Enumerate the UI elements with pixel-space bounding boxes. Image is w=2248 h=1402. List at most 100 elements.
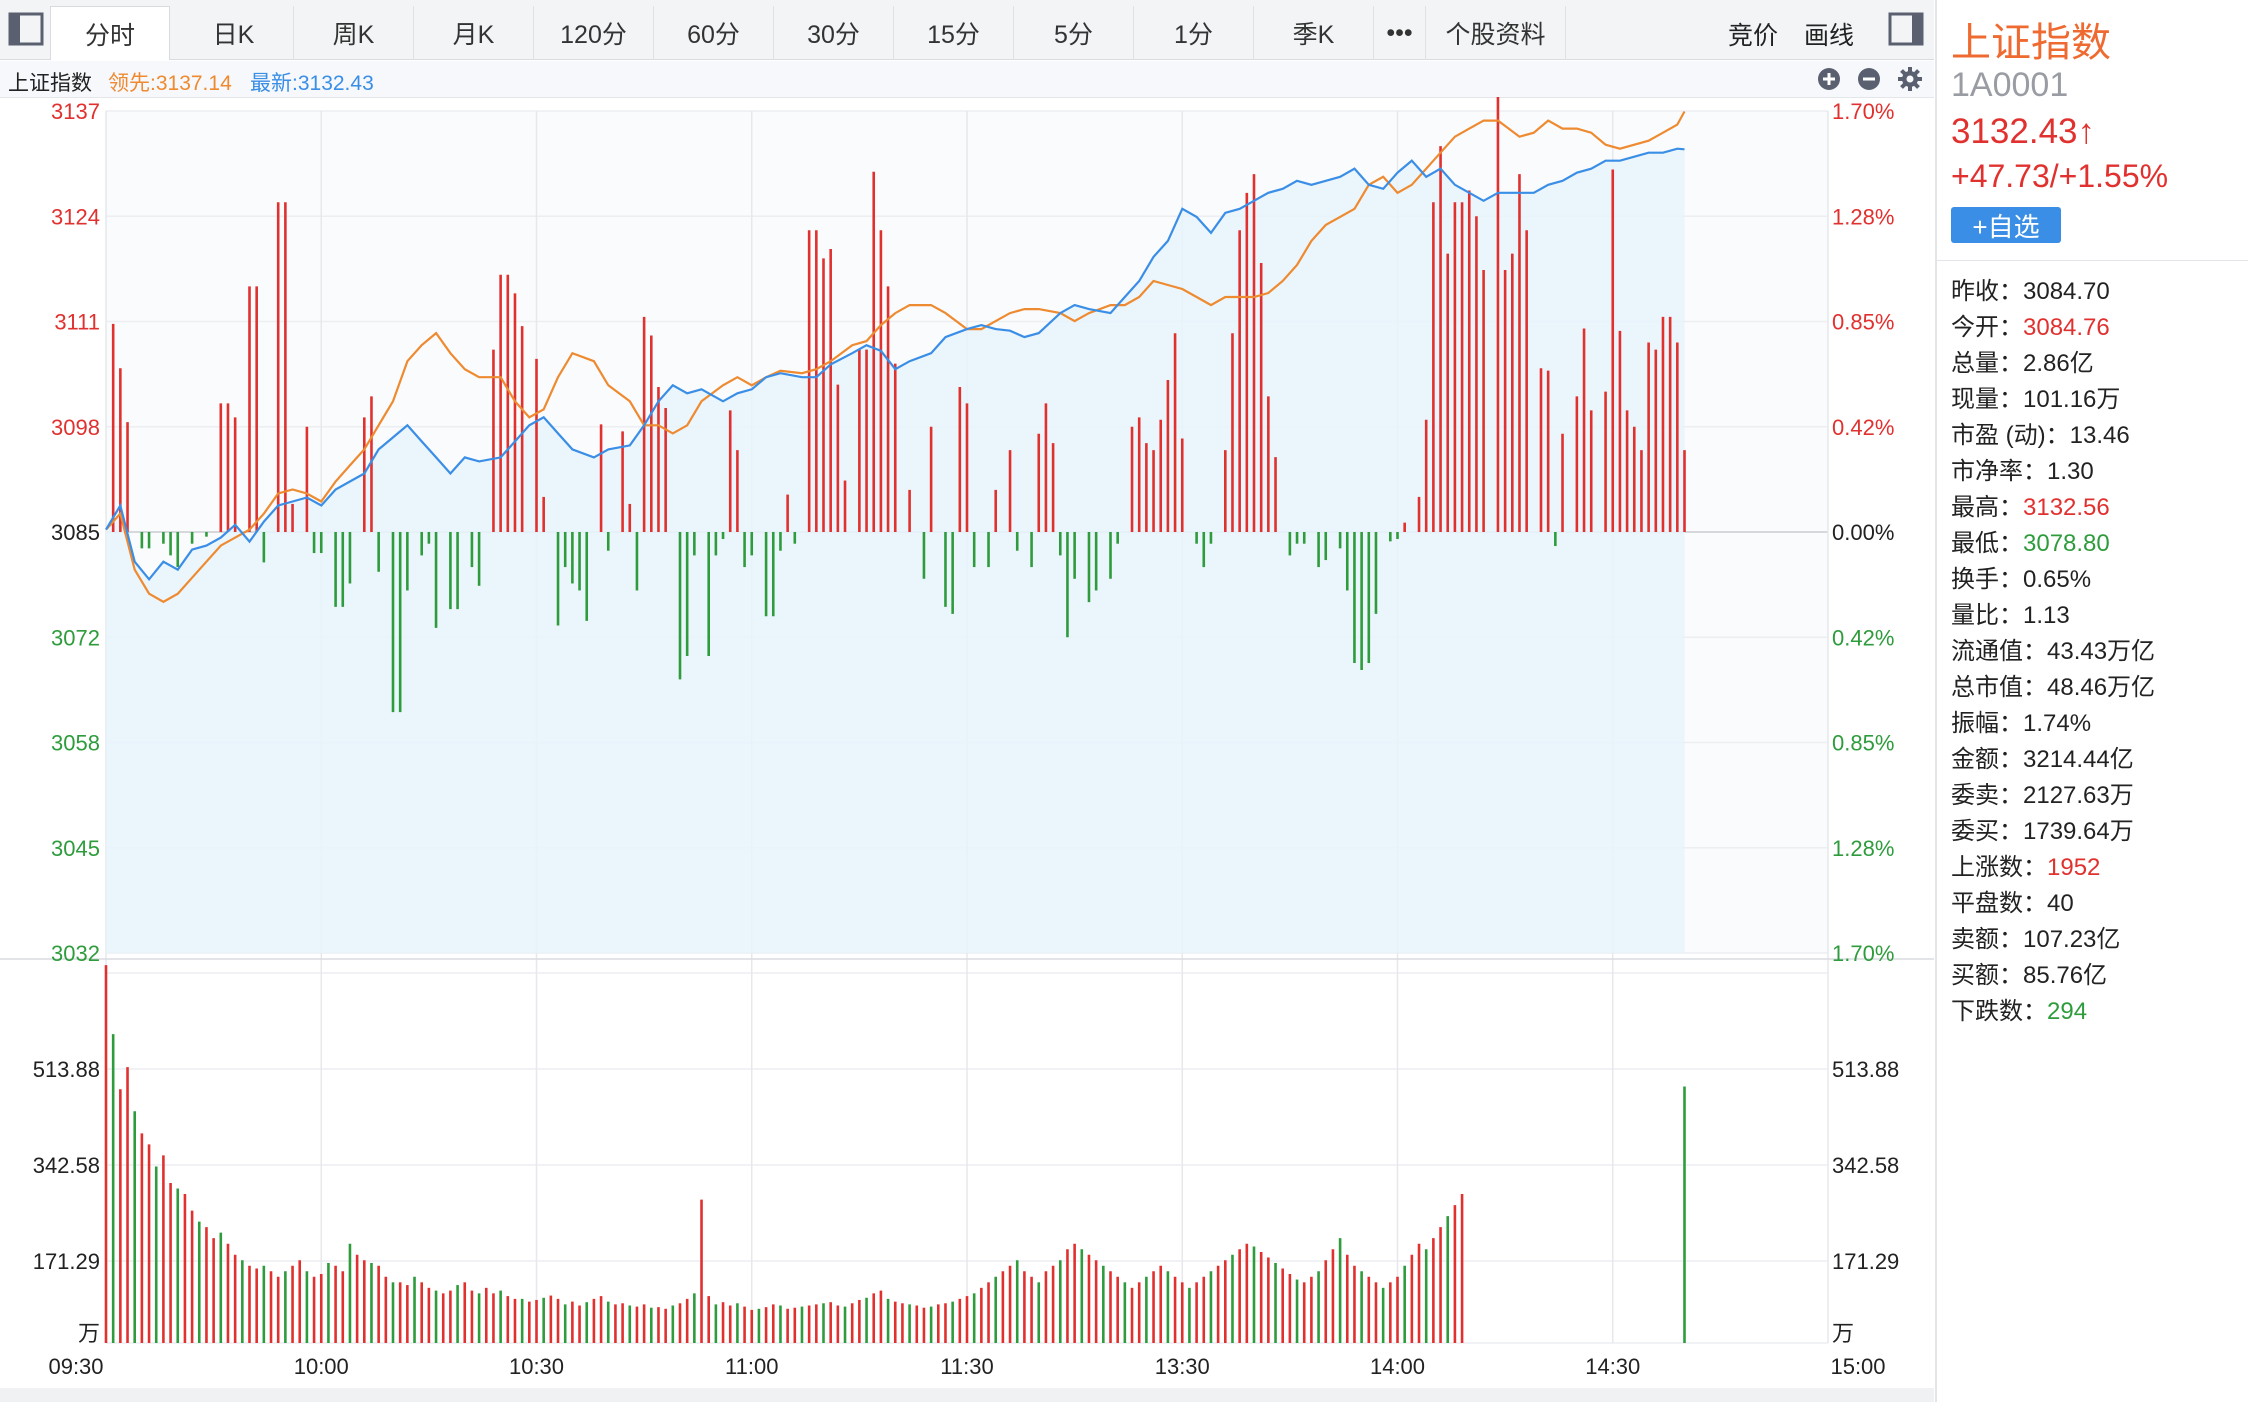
stat-row: 现量：101.16万	[1951, 379, 2120, 414]
zoom-out-icon[interactable]	[1857, 67, 1881, 97]
pct-tick-label-407: 0.42%	[1832, 415, 1894, 440]
index-title: 上证指数	[1951, 21, 2111, 65]
stat-value: 3084.70	[2023, 278, 2110, 305]
stat-label: 卖额：	[1951, 926, 2023, 953]
zoom-in-icon[interactable]	[1817, 67, 1841, 97]
time-tick-label-427: 14:00	[1370, 1354, 1425, 1379]
stat-row: 金额：3214.44亿	[1951, 739, 2134, 774]
auction-button[interactable]: 竞价	[1728, 22, 1779, 50]
tab-0[interactable]: 分时	[50, 6, 170, 60]
time-tick-label-425: 11:30	[940, 1354, 993, 1379]
pct-tick-label-404: 1.70%	[1832, 99, 1894, 124]
stat-label: 流通值：	[1951, 638, 2047, 665]
stat-row: 今开：3084.76	[1951, 307, 2110, 342]
stat-label: 上涨数：	[1951, 854, 2047, 881]
stat-row: 量比：1.13	[1951, 595, 2070, 630]
tab-5[interactable]: 60分	[654, 6, 774, 60]
price-change: +47.73/+1.55%	[1951, 158, 2169, 194]
pct-tick-label-408: 0.00%	[1832, 520, 1894, 545]
volume-tick-label-415: 342.58	[33, 1153, 100, 1178]
stat-value: 3078.80	[2023, 530, 2110, 557]
tab-4[interactable]: 120分	[534, 6, 654, 60]
stat-row: 昨收：3084.70	[1951, 271, 2110, 306]
stat-row: 委卖：2127.63万	[1951, 775, 2134, 810]
stat-label: 委卖：	[1951, 782, 2023, 809]
stat-value: 1.74%	[2023, 710, 2092, 737]
settings-gear-icon[interactable]	[1897, 66, 1923, 98]
price-tick-label-395: 3137	[51, 99, 100, 124]
stat-row: 最低：3078.80	[1951, 523, 2110, 558]
price-tick-label-396: 3124	[51, 204, 100, 229]
stat-value: 40	[2047, 890, 2074, 917]
tab-7[interactable]: 15分	[894, 6, 1014, 60]
price-tick-label-401: 3058	[51, 731, 100, 756]
stat-row: 买额：85.76亿	[1951, 955, 2107, 990]
stat-label: 市净率：	[1951, 458, 2047, 485]
price-tick-label-402: 3045	[51, 836, 100, 861]
stat-value: 294	[2047, 998, 2088, 1025]
stat-label: 下跌数：	[1951, 998, 2047, 1025]
lead-index-value: 领先:3137.14	[108, 72, 232, 95]
stat-value: 101.16万	[2023, 386, 2121, 413]
latest-price-line-203	[105, 147, 1685, 582]
tab-10[interactable]: 季K	[1254, 6, 1374, 60]
stat-row: 卖额：107.23亿	[1951, 919, 2120, 954]
stat-label: 市盈 (动)：	[1951, 422, 2070, 449]
volume-tick-label-right-420: 万	[1832, 1321, 1854, 1346]
left-panel-toggle-icon[interactable]	[8, 12, 44, 46]
stat-value: 85.76亿	[2023, 962, 2108, 989]
time-tick-label-422: 10:00	[294, 1354, 349, 1379]
stat-label: 平盘数：	[1951, 890, 2047, 917]
stat-value: 1.13	[2023, 602, 2070, 629]
tab-8[interactable]: 5分	[1014, 6, 1134, 60]
tab-3[interactable]: 月K	[414, 6, 534, 60]
quote-sidebar: 上证指数 1A0001 3132.43↑ +47.73/+1.55% +自选 昨…	[1935, 0, 2248, 1402]
stat-row: 委买：1739.64万	[1951, 811, 2134, 846]
stat-row: 振幅：1.74%	[1951, 703, 2091, 738]
latest-price-value: 最新:3132.43	[250, 72, 374, 95]
period-tab-bar: 分时 日K 周K 月K 120分 60分 30分 15分 5分 1分 季K ••• 个股资料 竞价 画线	[0, 0, 1934, 60]
price-tick-label-400: 3072	[51, 625, 100, 650]
right-panel-toggle-icon[interactable]	[1888, 12, 1924, 46]
tab-11[interactable]: •••	[1374, 6, 1426, 60]
current-price: 3132.43↑	[1951, 112, 2096, 151]
tab-6[interactable]: 30分	[774, 6, 894, 60]
stat-row: 上涨数：1952	[1951, 847, 2100, 882]
stat-label: 现量：	[1951, 386, 2023, 413]
draw-line-button[interactable]: 画线	[1804, 22, 1855, 50]
index-name: 上证指数	[8, 72, 92, 95]
price-tick-label-398: 3098	[51, 415, 100, 440]
stat-label: 今开：	[1951, 314, 2023, 341]
add-watchlist-button[interactable]: +自选	[1951, 207, 2061, 243]
time-tick-label-421: 09:30	[48, 1354, 103, 1379]
stat-row: 最高：3132.56	[1951, 487, 2110, 522]
tab-2[interactable]: 周K	[294, 6, 414, 60]
sidebar-divider	[1937, 260, 2248, 261]
stat-label: 量比：	[1951, 602, 2023, 629]
pct-tick-label-411: 1.28%	[1832, 836, 1894, 861]
stat-row: 市盈 (动)：13.46	[1951, 415, 2130, 450]
tab-9[interactable]: 1分	[1134, 6, 1254, 60]
intraday-chart[interactable]: 3137 3124 3111 3098 3085 3072 3058 3045 3032 1.70…	[0, 97, 1934, 1388]
stat-label: 最高：	[1951, 494, 2023, 521]
pct-tick-label-409: 0.42%	[1832, 625, 1894, 650]
stat-value: 1.30	[2047, 458, 2094, 485]
tab-1[interactable]: 日K	[174, 6, 294, 60]
stat-value: 2.86亿	[2023, 350, 2094, 377]
pct-tick-label-410: 0.85%	[1832, 731, 1894, 756]
stat-row: 换手：0.65%	[1951, 559, 2091, 594]
volume-tick-label-413: 513.88	[33, 1057, 100, 1082]
tab-12[interactable]: 个股资料	[1426, 6, 1566, 60]
time-tick-label-428: 14:30	[1585, 1354, 1640, 1379]
stat-value: 2127.63万	[2023, 782, 2134, 809]
lead-index-line-202	[105, 110, 1686, 604]
time-tick-label-424: 11:00	[725, 1354, 778, 1379]
chart-info-bar: 上证指数 领先:3137.14 最新:3132.43	[0, 61, 1934, 98]
stat-row: 平盘数：40	[1951, 883, 2074, 918]
stat-value: 1952	[2047, 854, 2101, 881]
price-tick-label-399: 3085	[51, 520, 100, 545]
stat-label: 振幅：	[1951, 710, 2023, 737]
stat-value: 48.46万亿	[2047, 674, 2156, 701]
stat-label: 金额：	[1951, 746, 2023, 773]
price-tick-label-403: 3032	[51, 941, 100, 966]
